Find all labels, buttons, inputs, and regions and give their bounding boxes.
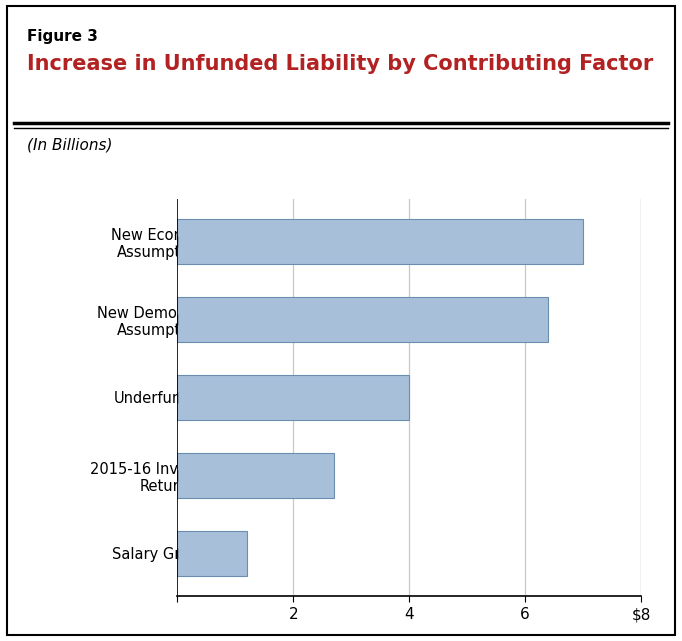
Bar	[177, 219, 583, 264]
Bar	[177, 375, 409, 420]
Text: Increase in Unfunded Liability by Contributing Factor: Increase in Unfunded Liability by Contri…	[27, 54, 653, 74]
Bar	[177, 531, 247, 576]
Bar	[177, 453, 334, 498]
Text: (In Billions): (In Billions)	[27, 138, 113, 153]
Bar	[177, 297, 548, 342]
Text: Figure 3: Figure 3	[27, 29, 98, 44]
